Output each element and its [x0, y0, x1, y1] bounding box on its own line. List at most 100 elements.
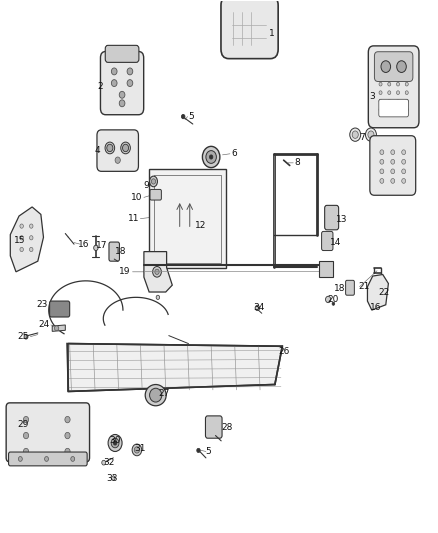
Text: 15: 15 — [14, 237, 25, 246]
Ellipse shape — [379, 99, 382, 103]
Ellipse shape — [402, 159, 406, 164]
Ellipse shape — [20, 247, 23, 252]
Text: 30: 30 — [109, 437, 120, 446]
Text: 17: 17 — [96, 241, 107, 250]
Ellipse shape — [391, 179, 395, 183]
Ellipse shape — [121, 142, 131, 154]
Ellipse shape — [29, 247, 33, 252]
FancyBboxPatch shape — [49, 301, 70, 317]
Ellipse shape — [23, 432, 28, 439]
Text: 11: 11 — [128, 214, 140, 223]
Ellipse shape — [365, 128, 376, 141]
Ellipse shape — [123, 144, 129, 152]
Ellipse shape — [113, 441, 117, 445]
Ellipse shape — [132, 444, 142, 456]
Ellipse shape — [23, 416, 28, 423]
Ellipse shape — [107, 144, 113, 152]
Text: 21: 21 — [359, 282, 370, 291]
Text: 33: 33 — [106, 474, 118, 482]
Text: 19: 19 — [119, 268, 131, 276]
Ellipse shape — [152, 266, 161, 277]
FancyBboxPatch shape — [379, 99, 409, 117]
Ellipse shape — [388, 99, 391, 103]
Ellipse shape — [206, 151, 216, 164]
Ellipse shape — [119, 91, 125, 98]
Ellipse shape — [379, 82, 382, 86]
Ellipse shape — [402, 169, 406, 174]
Text: 16: 16 — [78, 240, 90, 249]
Text: 8: 8 — [294, 158, 300, 167]
Ellipse shape — [396, 91, 399, 94]
Ellipse shape — [396, 99, 399, 103]
Ellipse shape — [391, 169, 395, 174]
Ellipse shape — [54, 326, 59, 330]
Ellipse shape — [255, 305, 260, 311]
Text: 23: 23 — [36, 300, 48, 309]
FancyBboxPatch shape — [109, 242, 120, 261]
Ellipse shape — [350, 128, 360, 141]
Ellipse shape — [127, 68, 133, 75]
Text: 20: 20 — [327, 295, 339, 304]
Text: 7: 7 — [360, 133, 365, 142]
Ellipse shape — [20, 236, 23, 240]
Ellipse shape — [145, 384, 166, 406]
Text: 5: 5 — [188, 112, 194, 121]
Ellipse shape — [65, 448, 70, 455]
Text: 13: 13 — [336, 215, 347, 224]
Ellipse shape — [405, 99, 408, 103]
Ellipse shape — [115, 157, 120, 164]
Ellipse shape — [396, 82, 399, 86]
Polygon shape — [67, 344, 283, 391]
Text: 32: 32 — [103, 458, 115, 466]
Text: 26: 26 — [278, 347, 290, 356]
Ellipse shape — [197, 448, 200, 453]
Text: 28: 28 — [221, 423, 233, 432]
Text: 27: 27 — [158, 389, 169, 398]
Ellipse shape — [368, 131, 374, 139]
Text: 25: 25 — [18, 332, 29, 341]
Ellipse shape — [391, 159, 395, 164]
Ellipse shape — [45, 457, 49, 462]
Ellipse shape — [405, 91, 408, 94]
Text: 3: 3 — [370, 92, 375, 101]
Ellipse shape — [127, 79, 133, 86]
Text: 6: 6 — [231, 149, 237, 158]
Ellipse shape — [24, 334, 28, 339]
FancyBboxPatch shape — [105, 45, 139, 62]
Polygon shape — [11, 207, 43, 272]
Text: 29: 29 — [17, 421, 28, 430]
FancyBboxPatch shape — [370, 136, 416, 195]
Ellipse shape — [380, 150, 384, 155]
Ellipse shape — [108, 434, 122, 451]
Polygon shape — [367, 274, 389, 310]
Ellipse shape — [20, 224, 23, 228]
Ellipse shape — [29, 236, 33, 240]
Ellipse shape — [352, 131, 358, 139]
Ellipse shape — [111, 438, 119, 448]
Ellipse shape — [388, 91, 391, 94]
Ellipse shape — [150, 176, 157, 187]
Ellipse shape — [402, 150, 406, 155]
FancyBboxPatch shape — [325, 205, 339, 230]
Text: 14: 14 — [330, 238, 342, 247]
Ellipse shape — [29, 224, 33, 228]
Ellipse shape — [155, 269, 159, 274]
Text: 9: 9 — [143, 181, 149, 190]
Ellipse shape — [102, 461, 106, 465]
Ellipse shape — [402, 179, 406, 183]
Polygon shape — [144, 252, 172, 292]
FancyBboxPatch shape — [150, 189, 161, 200]
Ellipse shape — [379, 91, 382, 94]
Ellipse shape — [388, 82, 391, 86]
Text: 18: 18 — [334, 284, 346, 293]
Ellipse shape — [209, 155, 213, 159]
Ellipse shape — [380, 169, 384, 174]
Bar — [149, 169, 226, 268]
FancyBboxPatch shape — [346, 280, 354, 295]
Text: 1: 1 — [269, 29, 275, 38]
Ellipse shape — [202, 147, 220, 167]
Text: 31: 31 — [134, 444, 145, 453]
FancyBboxPatch shape — [374, 52, 413, 82]
Ellipse shape — [111, 79, 117, 86]
Ellipse shape — [65, 432, 70, 439]
